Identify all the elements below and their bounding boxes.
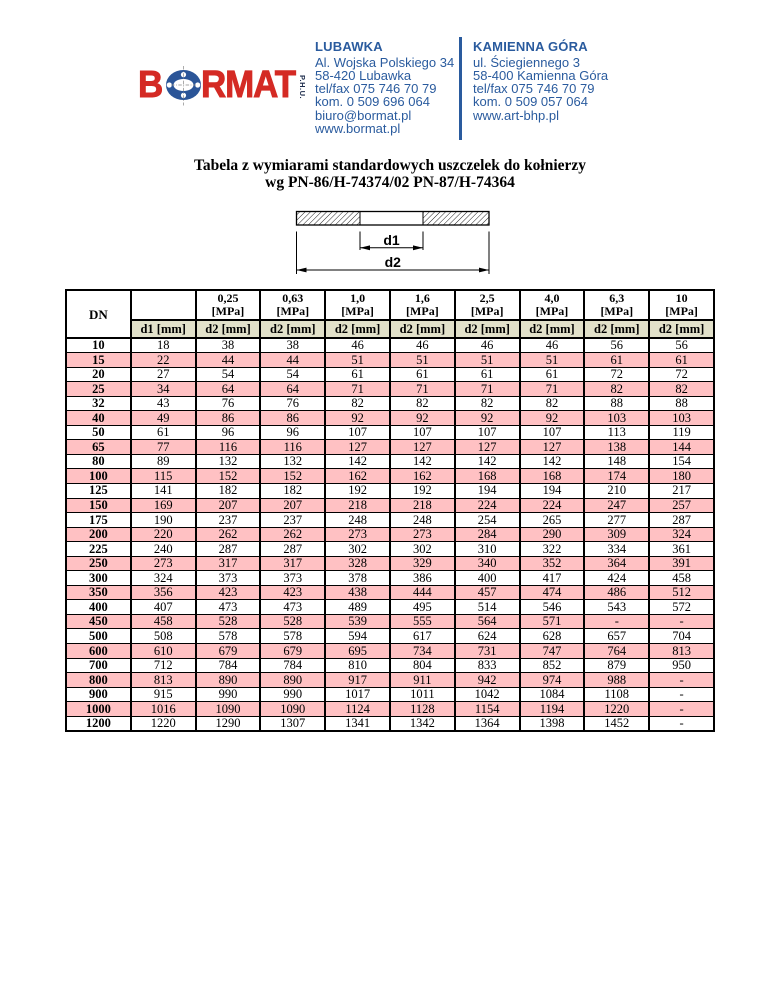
- svg-text:d2: d2: [385, 254, 402, 270]
- svg-text:d1: d1: [383, 232, 400, 248]
